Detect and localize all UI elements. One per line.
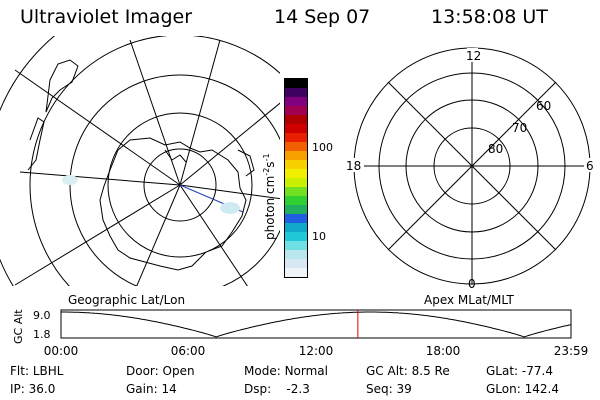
colorbar-segment <box>285 259 307 268</box>
colorbar-segment <box>285 88 307 97</box>
lat-circle <box>29 36 280 286</box>
apex-caption: Apex MLat/MLT <box>424 293 514 307</box>
altitude-timeline: 9.0 1.8 GC Alt 00:00 06:00 12:00 18:00 2… <box>12 309 589 358</box>
colorbar-tick-label: 100 <box>312 141 333 154</box>
colorbar-unit-label: photon cm-2s-1 <box>262 153 277 240</box>
info-mode: Mode: Normal <box>244 364 328 378</box>
xtick-label: 12:00 <box>299 344 334 358</box>
mlat-label-70: 70 <box>512 121 527 135</box>
info-ip: IP: 36.0 <box>10 382 56 396</box>
colorbar-segment <box>285 205 307 214</box>
xtick-label: 23:59 <box>554 344 589 358</box>
time-label: 13:58:08 UT <box>431 6 548 28</box>
lon-line <box>19 171 181 186</box>
lon-line <box>14 69 181 186</box>
magnetic-map: 12 18 6 0 60 70 80 <box>344 47 596 291</box>
mlat-label-80: 80 <box>488 142 503 156</box>
colorbar-segment <box>285 232 307 241</box>
xtick-label: 00:00 <box>44 344 79 358</box>
colorbar-segment <box>285 97 307 106</box>
lon-line <box>136 184 181 286</box>
colorbar-segment <box>285 124 307 133</box>
mlt-label-0: 0 <box>468 277 476 291</box>
colorbar-segment <box>285 115 307 124</box>
mlat-label-60: 60 <box>536 99 551 113</box>
colorbar-segment <box>285 196 307 205</box>
colorbar-segment <box>285 169 307 178</box>
info-glat: GLat: -77.4 <box>486 364 553 378</box>
new-zealand-coast <box>45 59 79 113</box>
lon-line <box>14 184 181 286</box>
xtick-label: 18:00 <box>426 344 461 358</box>
lon-line <box>179 102 280 186</box>
coast-fragment <box>237 149 255 177</box>
aurora-patch <box>220 202 240 214</box>
colorbar <box>284 78 308 278</box>
colorbar-segment <box>285 268 307 277</box>
info-dsp: Dsp: -2.3 <box>244 382 310 396</box>
geographic-map <box>0 36 280 286</box>
colorbar-segment <box>285 241 307 250</box>
geographic-caption: Geographic Lat/Lon <box>68 293 186 307</box>
colorbar-ticks: 100 10 <box>312 141 333 243</box>
app-title: Ultraviolet Imager <box>20 6 193 28</box>
info-seq: Seq: 39 <box>366 382 412 396</box>
ice-shelf-outline <box>164 149 187 163</box>
lat-circle <box>143 148 217 222</box>
colorbar-segment <box>285 151 307 160</box>
date-label: 14 Sep 07 <box>274 6 371 28</box>
colorbar-segment <box>285 250 307 259</box>
lon-line <box>179 184 280 200</box>
ytick-bottom: 1.8 <box>33 328 51 341</box>
lat-circle <box>0 36 56 286</box>
lat-circle <box>107 112 253 258</box>
mlt-line <box>387 81 557 251</box>
altitude-curve <box>61 311 572 338</box>
colorbar-segment <box>285 106 307 115</box>
antarctica-coastline <box>99 137 247 271</box>
info-door: Door: Open <box>126 364 195 378</box>
mlt-label-6: 6 <box>586 159 594 173</box>
lon-line <box>129 39 181 186</box>
colorbar-segment <box>285 160 307 169</box>
mlt-label-18: 18 <box>346 159 361 173</box>
timeline-frame <box>60 309 572 339</box>
colorbar-segment <box>285 223 307 232</box>
australia-coast <box>27 117 45 171</box>
colorbar-segment <box>285 214 307 223</box>
ytick-top: 9.0 <box>33 309 51 322</box>
mlt-label-12: 12 <box>466 49 481 63</box>
aurora-patch <box>62 175 78 185</box>
colorbar-segment <box>285 133 307 142</box>
colorbar-segment <box>285 187 307 196</box>
colorbar-segment <box>285 142 307 151</box>
info-glon: GLon: 142.4 <box>486 382 559 396</box>
xtick-label: 06:00 <box>171 344 206 358</box>
lon-line <box>179 39 221 186</box>
colorbar-tick-label: 10 <box>312 230 326 243</box>
info-gain: Gain: 14 <box>126 382 177 396</box>
timeline-ylabel: GC Alt <box>12 309 25 344</box>
colorbar-segment <box>285 178 307 187</box>
colorbar-segment <box>285 79 307 88</box>
info-gc-alt: GC Alt: 8.5 Re <box>366 364 450 378</box>
info-flt: Flt: LBHL <box>10 364 64 378</box>
lon-line <box>179 184 248 286</box>
